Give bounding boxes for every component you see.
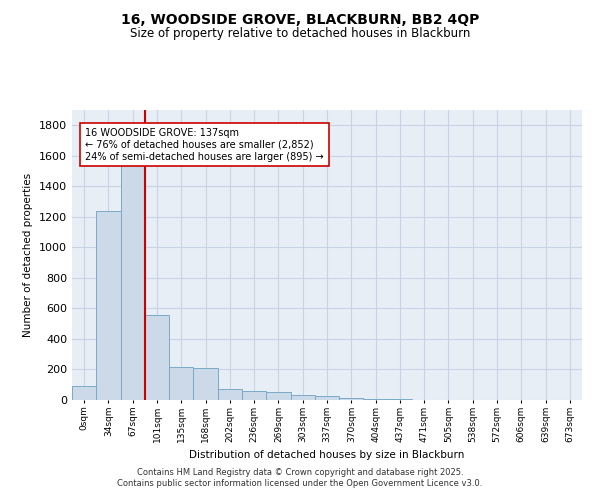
Bar xyxy=(388,399,412,400)
Bar xyxy=(339,398,364,400)
Bar xyxy=(242,391,266,400)
Bar xyxy=(193,368,218,400)
Bar xyxy=(145,314,169,400)
Text: Contains HM Land Registry data © Crown copyright and database right 2025.
Contai: Contains HM Land Registry data © Crown c… xyxy=(118,468,482,487)
Text: Size of property relative to detached houses in Blackburn: Size of property relative to detached ho… xyxy=(130,28,470,40)
Bar xyxy=(266,392,290,400)
Bar xyxy=(290,394,315,400)
Bar xyxy=(96,210,121,400)
Text: 16, WOODSIDE GROVE, BLACKBURN, BB2 4QP: 16, WOODSIDE GROVE, BLACKBURN, BB2 4QP xyxy=(121,12,479,26)
Text: 16 WOODSIDE GROVE: 137sqm
← 76% of detached houses are smaller (2,852)
24% of se: 16 WOODSIDE GROVE: 137sqm ← 76% of detac… xyxy=(85,128,324,162)
Bar xyxy=(121,148,145,400)
Bar xyxy=(315,396,339,400)
Bar xyxy=(72,386,96,400)
Y-axis label: Number of detached properties: Number of detached properties xyxy=(23,173,34,337)
Bar xyxy=(218,390,242,400)
X-axis label: Distribution of detached houses by size in Blackburn: Distribution of detached houses by size … xyxy=(190,450,464,460)
Bar xyxy=(364,399,388,400)
Bar xyxy=(169,367,193,400)
